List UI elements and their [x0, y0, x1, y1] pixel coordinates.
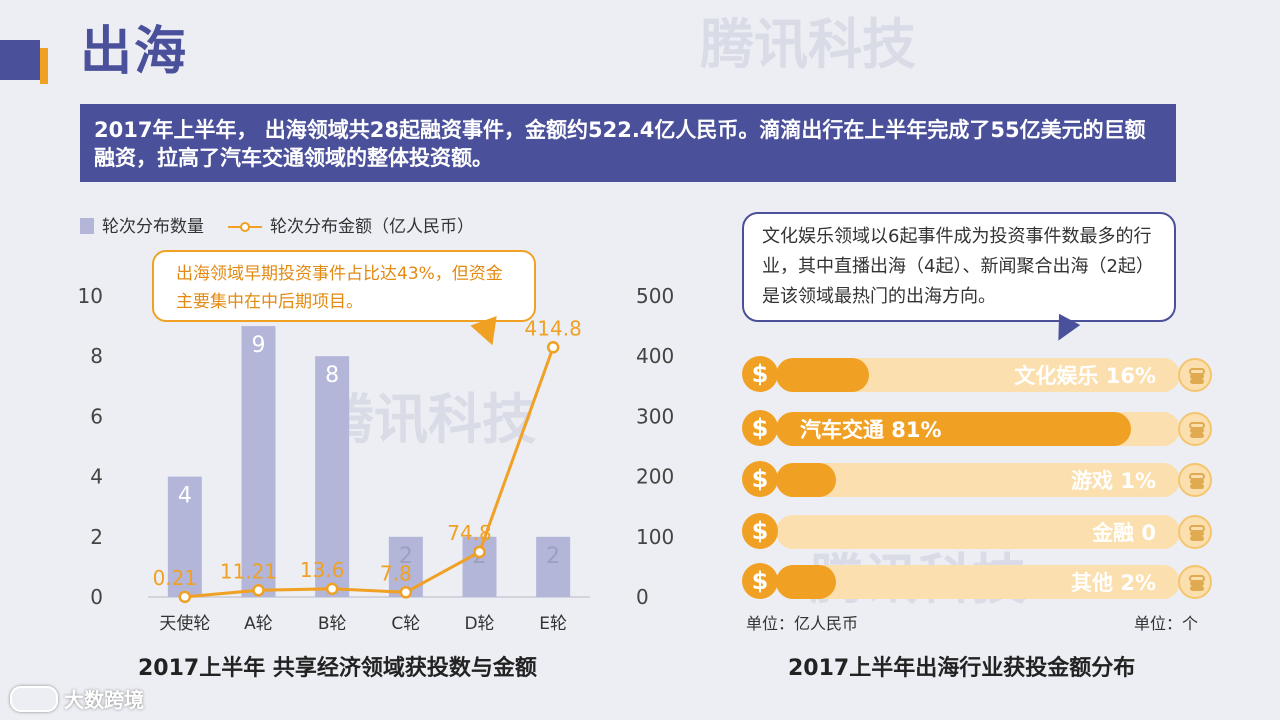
bar: [536, 536, 571, 597]
y-left-tick-label: 0: [90, 585, 103, 609]
legend-bar-label: 轮次分布数量: [102, 217, 204, 237]
y-left-tick-label: 6: [90, 404, 103, 428]
coin-stack-icon: [1178, 412, 1212, 446]
industry-bar-row: $ 游戏 1%: [742, 459, 1212, 499]
right-chart-title: 2017上半年出海行业获投金额分布: [788, 656, 1136, 681]
y-left-tick-label: 2: [90, 525, 103, 549]
y-left-tick-label: 8: [90, 344, 103, 368]
bar: [241, 326, 276, 597]
bar-value-label: 9: [252, 333, 266, 358]
x-tick-label: D轮: [464, 614, 494, 634]
unit-right: 单位：个: [1134, 614, 1199, 633]
watermark: 腾讯科技: [320, 388, 536, 451]
bar-value-label: 4: [178, 484, 192, 509]
industry-bar-row: $ 金融 0: [742, 511, 1212, 551]
summary-banner: 2017年上半年， 出海领域共28起融资事件，金额约522.4亿人民币。滴滴出行…: [80, 104, 1176, 182]
brand-footer: 大数跨境: [10, 684, 144, 713]
bar-fill: [776, 412, 1132, 446]
industry-bar-row: $ 其他 2%: [742, 561, 1212, 601]
x-tick-label: C轮: [391, 614, 420, 634]
bar-label: 金融 0: [1092, 521, 1156, 545]
industry-bar-row: $ 汽车交通 81%: [742, 408, 1212, 448]
bar-value-label: 2: [546, 544, 560, 569]
bar-label: 其他 2%: [1071, 571, 1156, 595]
y-right-tick-label: 300: [636, 404, 674, 428]
line-value-label: 74.8: [447, 521, 492, 545]
line-value-label: 0.21: [153, 566, 198, 590]
bar-track: [776, 565, 1180, 599]
line-value-label: 13.6: [300, 558, 345, 582]
y-left-tick-label: 10: [78, 284, 103, 308]
y-right-tick-label: 200: [636, 465, 674, 489]
dollar-coin-icon: $: [742, 410, 778, 446]
bar-label: 文化娱乐 16%: [1014, 364, 1156, 388]
bar-track: [776, 515, 1180, 549]
line-point: [546, 341, 560, 354]
watermark: 腾讯科技: [700, 13, 916, 76]
line-point: [178, 590, 192, 604]
line-point: [473, 545, 486, 559]
y-right-tick-label: 0: [636, 585, 649, 609]
dollar-coin-icon: $: [742, 563, 778, 599]
unit-left: 单位：亿人民币: [746, 614, 859, 633]
y-right-tick-label: 500: [636, 284, 674, 308]
legend-bar-swatch: [80, 218, 94, 234]
y-right-tick-label: 400: [636, 344, 674, 368]
coin-stack-icon: [1178, 515, 1212, 549]
x-tick-label: 天使轮: [159, 613, 210, 634]
line-value-label: 414.8: [525, 316, 582, 340]
bar: [167, 476, 202, 597]
industry-bar-row: $ 文化娱乐 16%: [742, 354, 1212, 394]
legend-line-swatch: [228, 219, 262, 235]
bar-label: 游戏 1%: [1071, 469, 1156, 493]
bar-fill: [776, 463, 836, 497]
x-tick-label: B轮: [318, 614, 347, 634]
bar-label: 汽车交通 81%: [800, 418, 942, 442]
bar-value-label: 2: [399, 544, 413, 569]
left-chart-legend: 轮次分布数量 轮次分布金额（亿人民币）: [80, 212, 474, 237]
legend-line-label: 轮次分布金额（亿人民币）: [270, 217, 474, 237]
line-value-label: 11.21: [220, 559, 277, 583]
coin-stack-icon: [1178, 358, 1212, 392]
title-accent-block: [0, 40, 40, 80]
bar-value-label: 8: [325, 363, 339, 388]
bar-track: [776, 463, 1180, 497]
amount-line: [184, 346, 555, 599]
left-callout: 出海领域早期投资事件占比达43%，但资金主要集中在中后期项目。: [152, 250, 536, 322]
right-callout: 文化娱乐领域以6起事件成为投资事件数最多的行业，其中直播出海（4起）、新闻聚合出…: [742, 212, 1176, 322]
bar: [315, 356, 350, 597]
y-left-tick-label: 4: [90, 465, 103, 489]
bar-fill: [776, 565, 836, 599]
title-accent-stripe: [40, 48, 48, 84]
dollar-coin-icon: $: [742, 461, 778, 497]
brand-name: 大数跨境: [64, 688, 144, 712]
dollar-coin-icon: $: [742, 356, 778, 392]
line-point: [252, 584, 265, 597]
bar-fill: [776, 358, 869, 392]
x-tick-label: E轮: [539, 614, 567, 634]
dollar-coin-icon: $: [742, 513, 778, 549]
line-point: [399, 586, 413, 599]
x-tick-label: A轮: [244, 614, 273, 634]
page-title: 出海: [80, 22, 189, 82]
coin-stack-icon: [1178, 463, 1212, 497]
line-value-label: 7.8: [380, 561, 412, 585]
coin-stack-icon: [1178, 565, 1212, 599]
left-chart-title: 2017上半年 共享经济领域获投数与金额: [138, 656, 537, 681]
y-right-tick-label: 100: [636, 525, 674, 549]
line-point: [325, 582, 339, 596]
brand-logo-icon: [10, 686, 58, 712]
